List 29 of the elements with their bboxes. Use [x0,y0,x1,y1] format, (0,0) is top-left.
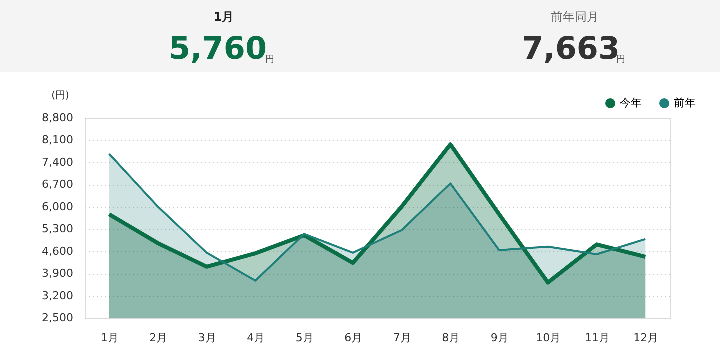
x-tick-label: 8月 [442,332,460,344]
y-tick-label: 6,700 [42,178,74,192]
y-tick-label: 4,600 [42,244,74,258]
x-tick-label: 10月 [536,332,562,344]
y-tick-label: 8,100 [42,134,74,147]
y-tick-label: 8,800 [42,112,74,124]
x-tick-label: 5月 [296,332,314,344]
y-tick-label: 6,000 [42,200,74,214]
y-tick-label: 7,400 [42,156,74,169]
x-tick-label: 3月 [198,332,216,344]
y-tick-label: 2,500 [42,312,74,324]
y-tick-label: 5,300 [42,222,74,236]
x-tick-label: 6月 [344,332,363,344]
text: 前年同月 [551,10,599,24]
x-tick-label: 11月 [584,332,610,344]
text: 1月 [214,10,234,24]
x-tick-label: 4月 [247,332,266,344]
y-axis-title: (円) [52,90,70,102]
y-tick-label: 3,900 [42,267,74,280]
legend-label: 前年 [674,96,696,110]
legend-label: 今年 [620,96,642,110]
x-tick-label: 9月 [490,332,509,344]
x-tick-label: 12月 [634,332,659,344]
x-tick-label: 1月 [100,332,119,344]
text: 円 [266,55,274,65]
x-tick-label: 7月 [393,332,412,344]
text: 5,760 [168,31,268,67]
y-tick-label: 3,200 [42,289,74,302]
x-tick-label: 2月 [150,332,168,344]
